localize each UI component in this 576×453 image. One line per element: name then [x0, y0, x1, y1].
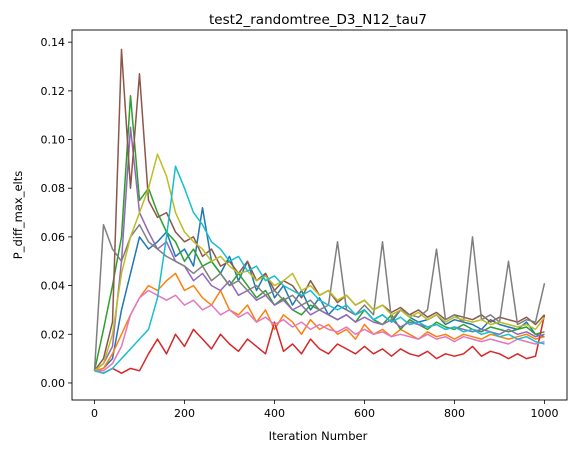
y-tick-label: 0.02 [41, 328, 66, 341]
y-axis: 0.00 0.02 0.04 0.06 0.08 0.10 0.12 0.14 [41, 36, 72, 390]
y-tick-label: 0.04 [41, 280, 66, 293]
x-tick-label: 0 [91, 407, 98, 420]
x-tick-label: 800 [444, 407, 465, 420]
x-tick-label: 600 [354, 407, 375, 420]
series-line-4 [94, 314, 546, 374]
y-tick-label: 0.14 [41, 36, 66, 49]
y-tick-label: 0.10 [41, 134, 66, 147]
series-line-8 [93, 223, 546, 371]
x-axis: 0 200 400 600 800 1000 [91, 400, 559, 420]
x-axis-label: Iteration Number [269, 429, 368, 443]
x-tick-label: 400 [264, 407, 285, 420]
series-line-6 [93, 48, 546, 372]
y-tick-label: 0.00 [41, 377, 66, 390]
y-tick-label: 0.08 [41, 182, 66, 195]
series-line-2 [94, 272, 545, 372]
x-tick-label: 1000 [531, 407, 559, 420]
y-tick-label: 0.12 [41, 85, 66, 98]
series-line-7 [94, 289, 545, 372]
chart-title: test2_randomtree_D3_N12_tau7 [209, 12, 427, 28]
series-line-10 [94, 165, 545, 374]
x-tick-label: 200 [174, 407, 195, 420]
series-line-9 [94, 153, 546, 372]
series-line-1 [94, 206, 545, 372]
plot-frame [71, 29, 568, 401]
y-axis-label: P_diff_max_elts [11, 171, 25, 259]
y-tick-label: 0.06 [41, 231, 66, 244]
series-layer [93, 48, 546, 374]
